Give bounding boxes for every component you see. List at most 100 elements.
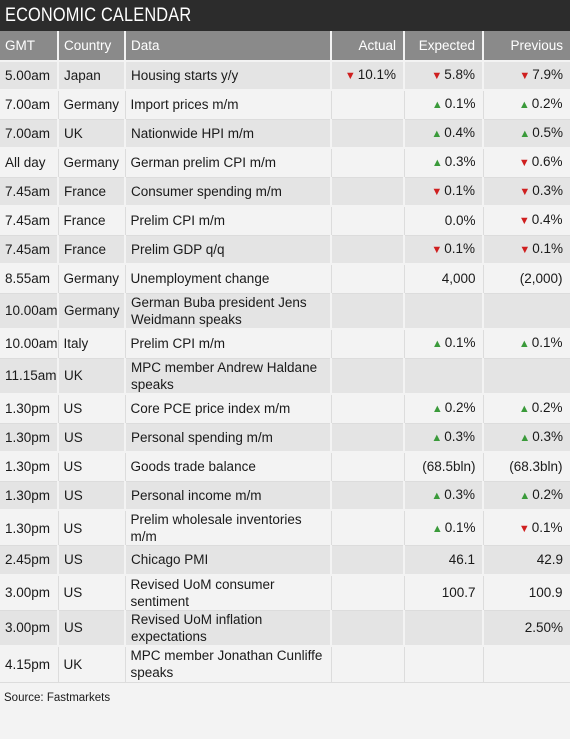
cell-gmt: 7.45am xyxy=(0,206,59,236)
arrow-down-icon: ▼ xyxy=(431,185,443,198)
arrow-down-icon: ▼ xyxy=(519,243,531,256)
table-row: 8.55am Germany Unemployment change 4,000 (2,… xyxy=(0,264,570,294)
cell-gmt: 7.00am xyxy=(0,119,59,149)
cell-country: Japan xyxy=(58,61,126,91)
cell-country: Germany xyxy=(58,148,126,178)
expected-value: 4,000 xyxy=(441,271,476,287)
previous-value: 0.5% xyxy=(532,124,563,140)
cell-previous xyxy=(483,293,570,330)
cell-gmt: 1.30pm xyxy=(0,481,59,511)
cell-actual xyxy=(331,646,405,683)
cell-previous: ▼ 0.1% xyxy=(483,235,570,265)
cell-actual xyxy=(331,206,405,236)
calendar-title: ECONOMIC CALENDAR xyxy=(5,4,192,26)
cell-country: France xyxy=(58,177,126,207)
arrow-up-icon: ▲ xyxy=(431,431,443,444)
expected-value: 5.8% xyxy=(444,67,475,82)
cell-actual xyxy=(331,423,405,453)
table-row: 11.15am UK MPC member Andrew Haldane speak… xyxy=(0,358,570,395)
cell-actual xyxy=(331,574,405,611)
previous-value: 0.6% xyxy=(531,154,563,170)
arrow-down-icon: ▼ xyxy=(519,70,531,82)
col-header-country: Country xyxy=(58,31,126,62)
arrow-down-icon: ▼ xyxy=(518,157,530,170)
previous-value: 0.3% xyxy=(532,182,563,198)
cell-data: Chicago PMI xyxy=(125,545,332,576)
expected-value: 46.1 xyxy=(448,552,475,568)
table-row: 4.15pm UK MPC member Jonathan Cunliffe spe… xyxy=(0,646,570,683)
cell-country: France xyxy=(58,235,126,265)
cell-data: Nationwide HPI m/m xyxy=(125,119,332,149)
expected-value: 0.3% xyxy=(444,154,476,170)
cell-gmt: 10.00am xyxy=(0,293,59,330)
previous-value: 7.9% xyxy=(532,67,563,82)
cell-actual xyxy=(331,394,405,424)
cell-data: Goods trade balance xyxy=(125,452,332,482)
cell-gmt: All day xyxy=(0,148,59,178)
cell-country: Italy xyxy=(58,329,126,359)
previous-value: 0.2% xyxy=(531,96,563,112)
cell-expected: ▼ 0.1% xyxy=(404,235,484,265)
cell-country: US xyxy=(58,394,126,424)
previous-value: 2.50% xyxy=(524,620,563,636)
cell-country: US xyxy=(58,423,126,453)
cell-expected: 46.1 xyxy=(404,545,484,576)
cell-data: Import prices m/m xyxy=(125,90,332,120)
table-row: 1.30pm US Core PCE price index m/m ▲ 0.2% ▲ 0.… xyxy=(0,394,570,424)
cell-data: German prelim CPI m/m xyxy=(125,148,332,178)
cell-previous: ▼ 0.1% xyxy=(483,510,570,546)
cell-expected: ▲ 0.3% xyxy=(404,423,484,453)
cell-actual xyxy=(331,293,405,330)
arrow-up-icon: ▲ xyxy=(431,522,443,535)
cell-expected xyxy=(404,293,484,330)
cell-actual xyxy=(331,264,405,294)
col-header-data: Data xyxy=(125,31,332,62)
cell-actual xyxy=(331,545,405,576)
cell-data: Personal spending m/m xyxy=(125,423,332,453)
table-row: 1.30pm US Prelim wholesale inventories m/m… xyxy=(0,510,570,546)
cell-previous: (68.3bln) xyxy=(483,452,570,482)
cell-data: Personal income m/m xyxy=(125,481,332,511)
cell-data: Prelim wholesale inventories m/m xyxy=(125,510,332,546)
cell-country: US xyxy=(58,481,126,511)
cell-expected: ▲ 0.1% xyxy=(404,510,484,546)
arrow-up-icon: ▲ xyxy=(518,99,530,112)
table-body: 5.00am Japan Housing starts y/y ▼ 10.1% ▼ 5.8%… xyxy=(0,61,570,683)
arrow-up-icon: ▲ xyxy=(431,157,443,170)
cell-gmt: 1.30pm xyxy=(0,452,59,482)
col-header-expected: Expected xyxy=(404,31,484,62)
cell-gmt: 1.30pm xyxy=(0,510,59,546)
cell-gmt: 1.30pm xyxy=(0,423,59,453)
cell-gmt: 1.30pm xyxy=(0,394,59,424)
cell-country: US xyxy=(58,574,126,611)
previous-value: (2,000) xyxy=(519,271,563,287)
previous-value: 0.1% xyxy=(531,519,563,535)
previous-value: 0.3% xyxy=(532,428,563,444)
table-row: 3.00pm US Revised UoM inflation expectatio… xyxy=(0,610,570,647)
cell-gmt: 2.45pm xyxy=(0,545,59,576)
cell-actual: ▼ 10.1% xyxy=(331,61,405,91)
previous-value: 100.9 xyxy=(528,585,563,600)
economic-calendar-table: GMT Country Data Actual Expected Previou… xyxy=(0,31,570,683)
cell-previous xyxy=(483,358,570,395)
cell-expected: ▲ 0.3% xyxy=(404,148,484,178)
cell-gmt: 4.15pm xyxy=(0,646,59,683)
col-header-gmt: GMT xyxy=(0,31,59,62)
cell-expected: 0.0% xyxy=(404,206,484,236)
table-header-row: GMT Country Data Actual Expected Previou… xyxy=(0,31,570,62)
expected-value: 0.4% xyxy=(444,124,475,140)
previous-value: 42.9 xyxy=(536,552,563,568)
previous-value: 0.1% xyxy=(531,335,563,351)
expected-value: 0.2% xyxy=(444,400,476,416)
cell-previous: ▼ 7.9% xyxy=(483,61,570,91)
cell-country: Germany xyxy=(58,90,126,120)
cell-previous: 2.50% xyxy=(483,610,570,647)
previous-value: 0.2% xyxy=(531,400,563,416)
arrow-down-icon: ▼ xyxy=(519,185,531,198)
cell-previous: 100.9 xyxy=(483,574,570,611)
cell-previous: (2,000) xyxy=(483,264,570,294)
table-row: 1.30pm US Goods trade balance (68.5bln) (68.… xyxy=(0,452,570,482)
table-row: 7.45am France Consumer spending m/m ▼ 0.1% ▼ 0… xyxy=(0,177,570,207)
arrow-up-icon: ▲ xyxy=(431,127,443,140)
cell-expected xyxy=(404,646,484,683)
